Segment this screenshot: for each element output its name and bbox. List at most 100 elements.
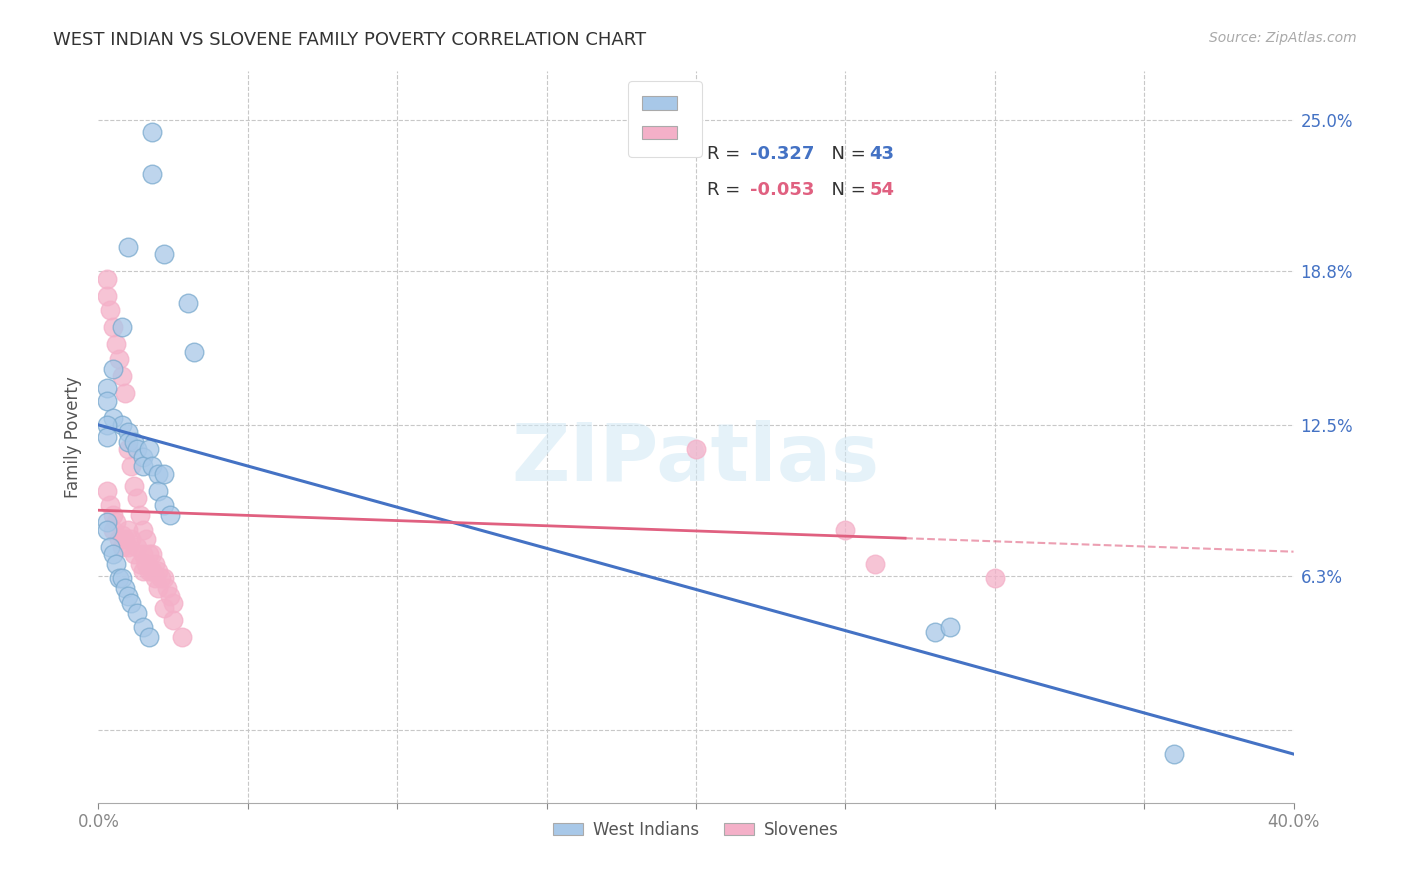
Point: [141, 547, 163, 561]
Point: [141, 125, 163, 139]
Point: [111, 527, 134, 541]
Point: [129, 508, 152, 522]
Point: [117, 540, 139, 554]
Point: [162, 613, 184, 627]
Point: [150, 572, 173, 586]
Point: [939, 620, 962, 634]
Point: [103, 508, 125, 522]
Point: [96, 417, 118, 432]
Point: [96, 381, 118, 395]
Point: [132, 523, 155, 537]
Text: R =: R =: [707, 181, 747, 199]
Point: [162, 596, 184, 610]
Point: [153, 600, 176, 615]
Point: [103, 547, 125, 561]
Point: [129, 557, 152, 571]
Point: [132, 450, 155, 464]
Point: [108, 572, 131, 586]
Point: [96, 393, 118, 408]
Point: [111, 369, 134, 384]
Point: [108, 352, 131, 367]
Point: [138, 564, 160, 578]
Point: [138, 630, 160, 644]
Text: 54: 54: [869, 181, 894, 199]
Point: [141, 459, 163, 474]
Point: [124, 479, 146, 493]
Point: [124, 547, 146, 561]
Point: [153, 499, 176, 513]
Point: [120, 459, 142, 474]
Point: [153, 467, 176, 481]
Point: [148, 564, 170, 578]
Point: [148, 467, 170, 481]
Point: [114, 386, 136, 401]
Point: [127, 491, 149, 505]
Text: WEST INDIAN VS SLOVENE FAMILY POVERTY CORRELATION CHART: WEST INDIAN VS SLOVENE FAMILY POVERTY CO…: [53, 31, 647, 49]
Point: [103, 410, 125, 425]
Point: [96, 516, 118, 530]
Point: [120, 533, 142, 547]
Point: [117, 425, 139, 440]
Point: [120, 596, 142, 610]
Point: [117, 240, 139, 254]
Point: [148, 581, 170, 595]
Point: [153, 572, 176, 586]
Point: [135, 557, 157, 571]
Point: [117, 589, 139, 603]
Text: N =: N =: [820, 145, 872, 163]
Text: -0.053: -0.053: [749, 181, 814, 199]
Point: [138, 547, 160, 561]
Point: [105, 337, 128, 351]
Point: [111, 540, 134, 554]
Point: [127, 442, 149, 457]
Point: [141, 564, 163, 578]
Point: [114, 533, 136, 547]
Legend: West Indians, Slovenes: West Indians, Slovenes: [547, 814, 845, 846]
Text: 43: 43: [869, 145, 894, 163]
Point: [834, 523, 856, 537]
Point: [132, 459, 155, 474]
Point: [105, 557, 128, 571]
Point: [111, 417, 134, 432]
Point: [141, 167, 163, 181]
Point: [98, 499, 122, 513]
Point: [108, 533, 131, 547]
Point: [98, 540, 122, 554]
Point: [156, 581, 179, 595]
Point: [159, 589, 181, 603]
Point: [103, 361, 125, 376]
Point: [143, 572, 166, 586]
Point: [117, 523, 139, 537]
Point: [172, 630, 194, 644]
Point: [132, 547, 155, 561]
Point: [143, 557, 166, 571]
Text: ZIPatlas: ZIPatlas: [512, 420, 880, 498]
Point: [685, 442, 707, 457]
Text: -0.327: -0.327: [749, 145, 814, 163]
Point: [96, 271, 118, 285]
Point: [1163, 747, 1185, 761]
Point: [96, 483, 118, 498]
Point: [865, 557, 887, 571]
Point: [103, 523, 125, 537]
Text: Source: ZipAtlas.com: Source: ZipAtlas.com: [1209, 31, 1357, 45]
Point: [924, 625, 946, 640]
Point: [111, 320, 134, 334]
Point: [127, 540, 149, 554]
Point: [153, 247, 176, 261]
Point: [96, 523, 118, 537]
Point: [114, 581, 136, 595]
Point: [111, 572, 134, 586]
Point: [148, 483, 170, 498]
Text: N =: N =: [820, 181, 872, 199]
Point: [138, 442, 160, 457]
Point: [135, 533, 157, 547]
Point: [141, 564, 163, 578]
Point: [177, 296, 200, 310]
Point: [127, 606, 149, 620]
Point: [132, 564, 155, 578]
Point: [159, 508, 181, 522]
Point: [132, 620, 155, 634]
Y-axis label: Family Poverty: Family Poverty: [65, 376, 83, 498]
Point: [117, 434, 139, 449]
